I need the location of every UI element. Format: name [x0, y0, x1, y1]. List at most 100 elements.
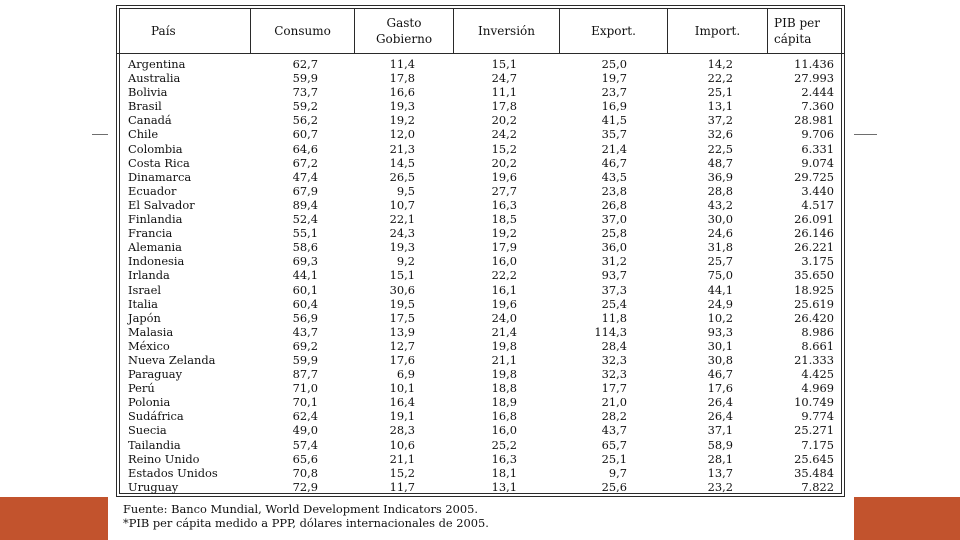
cell-pib-per-capita: 27.993	[794, 71, 834, 86]
cell-pib-per-capita: 6.331	[801, 141, 834, 156]
cell-inversion: 18,8	[491, 381, 517, 396]
cell-import: 25,1	[707, 85, 733, 100]
table-row: Uruguay 72,9 11,7 13,1 25,6 23,2 7.822	[117, 480, 842, 494]
cell-consumo: 56,2	[292, 113, 318, 128]
cell-inversion: 18,5	[491, 212, 517, 227]
cell-export: 93,7	[601, 268, 627, 283]
accent-bar-right	[854, 497, 960, 540]
table-row: Chile 60,7 12,0 24,2 35,7 32,6 9.706	[117, 127, 842, 141]
cell-consumo: 44,1	[292, 268, 318, 283]
cell-country: Francia	[128, 226, 173, 241]
cell-inversion: 19,8	[491, 367, 517, 382]
cell-export: 114,3	[594, 324, 627, 339]
cell-export: 32,3	[601, 352, 627, 367]
cell-consumo: 56,9	[292, 310, 318, 325]
cell-consumo: 59,9	[292, 352, 318, 367]
cell-import: 93,3	[707, 324, 733, 339]
cell-consumo: 70,1	[292, 395, 318, 410]
table-row: Paraguay 87,7 6,9 19,8 32,3 46,7 4.425	[117, 367, 842, 381]
cell-consumo: 47,4	[292, 169, 318, 184]
cell-inversion: 16,0	[491, 254, 517, 269]
cell-import: 25,7	[707, 254, 733, 269]
cell-consumo: 59,2	[292, 99, 318, 114]
cell-import: 37,2	[707, 113, 733, 128]
table-row: Estados Unidos 70,8 15,2 18,1 9,7 13,7 35.484	[117, 466, 842, 480]
cell-gasto-gobierno: 19,3	[389, 240, 415, 255]
cell-gasto-gobierno: 17,5	[389, 310, 415, 325]
cell-export: 21,0	[601, 395, 627, 410]
ppp-note: *PIB per cápita medido a PPP, dólares in…	[123, 516, 489, 530]
table-row: Canadá 56,2 19,2 20,2 41,5 37,2 28.981	[117, 113, 842, 127]
cell-country: Chile	[128, 127, 159, 142]
cell-import: 58,9	[707, 437, 733, 452]
cell-export: 23,8	[601, 183, 627, 198]
cell-import: 32,6	[707, 127, 733, 142]
cell-country: Brasil	[128, 99, 162, 114]
cell-pib-per-capita: 35.650	[794, 268, 834, 283]
cell-gasto-gobierno: 28,3	[389, 423, 415, 438]
cell-country: Perú	[128, 381, 155, 396]
table-row: Suecia 49,0 28,3 16,0 43,7 37,1 25.271	[117, 423, 842, 437]
cell-inversion: 24,2	[491, 127, 517, 142]
cell-export: 35,7	[601, 127, 627, 142]
cell-pib-per-capita: 10.749	[794, 395, 834, 410]
slide-rule-left	[92, 134, 122, 135]
table-row: Dinamarca 47,4 26,5 19,6 43,5 36,9 29.725	[117, 170, 842, 184]
table-row: Tailandia 57,4 10,6 25,2 65,7 58,9 7.175	[117, 438, 842, 452]
cell-country: Tailandia	[128, 437, 181, 452]
cell-export: 46,7	[601, 155, 627, 170]
cell-inversion: 19,6	[491, 169, 517, 184]
cell-country: Argentina	[128, 57, 186, 71]
cell-import: 22,5	[707, 141, 733, 156]
header-divider	[767, 9, 768, 53]
cell-export: 25,1	[601, 451, 627, 466]
table-row: Australia 59,9 17,8 24,7 19,7 22,2 27.993	[117, 71, 842, 85]
cell-import: 37,1	[707, 423, 733, 438]
cell-inversion: 22,2	[491, 268, 517, 283]
cell-pib-per-capita: 21.333	[794, 352, 834, 367]
cell-gasto-gobierno: 14,5	[389, 155, 415, 170]
cell-inversion: 24,0	[491, 310, 517, 325]
cell-inversion: 16,1	[491, 282, 517, 297]
header-pais: País	[151, 24, 176, 38]
cell-country: Reino Unido	[128, 451, 200, 466]
cell-consumo: 57,4	[292, 437, 318, 452]
cell-import: 36,9	[707, 169, 733, 184]
cell-consumo: 72,9	[292, 479, 318, 494]
header-gasto-gobierno: Gasto Gobierno	[375, 16, 433, 46]
cell-country: Suecia	[128, 423, 167, 438]
header-consumo: Consumo	[274, 24, 331, 38]
cell-consumo: 60,1	[292, 282, 318, 297]
header-export: Export.	[591, 24, 636, 38]
cell-consumo: 62,4	[292, 409, 318, 424]
cell-export: 25,8	[601, 226, 627, 241]
cell-gasto-gobierno: 24,3	[389, 226, 415, 241]
cell-inversion: 21,4	[491, 324, 517, 339]
cell-consumo: 65,6	[292, 451, 318, 466]
cell-consumo: 87,7	[292, 367, 318, 382]
cell-gasto-gobierno: 21,3	[389, 141, 415, 156]
cell-inversion: 15,2	[491, 141, 517, 156]
table-row: Israel 60,1 30,6 16,1 37,3 44,1 18.925	[117, 283, 842, 297]
table-row: Argentina 62,7 11,4 15,1 25,0 14,2 11.436	[117, 57, 842, 71]
cell-pib-per-capita: 25.271	[794, 423, 834, 438]
cell-export: 65,7	[601, 437, 627, 452]
cell-import: 26,4	[707, 395, 733, 410]
cell-consumo: 71,0	[292, 381, 318, 396]
accent-bar-left	[0, 497, 108, 540]
cell-import: 14,2	[707, 57, 733, 71]
data-table: País Consumo Gasto Gobierno Inversión Ex…	[116, 5, 845, 497]
cell-consumo: 89,4	[292, 197, 318, 212]
cell-pib-per-capita: 25.645	[794, 451, 834, 466]
cell-inversion: 16,0	[491, 423, 517, 438]
cell-pib-per-capita: 35.484	[794, 465, 834, 480]
cell-gasto-gobierno: 11,4	[389, 57, 415, 71]
cell-pib-per-capita: 4.517	[801, 197, 834, 212]
cell-pib-per-capita: 2.444	[801, 85, 834, 100]
cell-gasto-gobierno: 17,6	[389, 352, 415, 367]
header-divider	[453, 9, 454, 53]
cell-export: 41,5	[601, 113, 627, 128]
cell-inversion: 27,7	[491, 183, 517, 198]
cell-country: Paraguay	[128, 367, 183, 382]
cell-pib-per-capita: 26.146	[794, 226, 834, 241]
